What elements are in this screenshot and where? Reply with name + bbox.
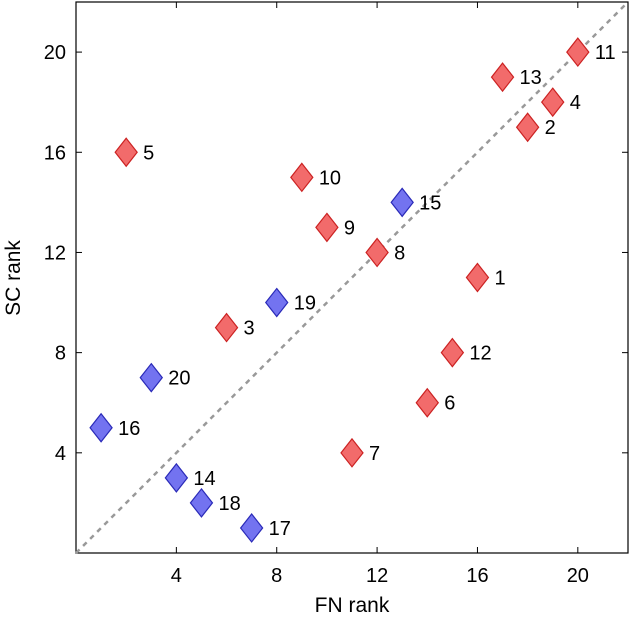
data-point-label: 20 (168, 368, 190, 390)
data-point-marker (465, 262, 490, 293)
data-point-label: 11 (595, 42, 616, 64)
x-tick-label: 20 (567, 565, 589, 587)
data-point-label: 18 (218, 493, 240, 515)
data-point-label: 2 (545, 117, 556, 139)
data-point-marker (490, 62, 515, 93)
data-point-marker (239, 512, 264, 543)
data-point-marker (214, 312, 239, 343)
data-point-marker (566, 37, 590, 68)
data-point-marker (114, 137, 138, 168)
data-point-label: 17 (269, 518, 291, 540)
y-tick-label: 16 (44, 142, 66, 164)
y-tick-label: 20 (44, 42, 66, 64)
data-point-marker (440, 337, 465, 368)
y-tick-label: 8 (55, 343, 66, 365)
data-point-marker (390, 187, 414, 218)
data-point-marker (365, 237, 389, 268)
x-tick-label: 12 (366, 565, 388, 587)
data-point-label: 3 (244, 318, 255, 340)
data-point-marker (540, 87, 565, 118)
y-axis-label: SC rank (2, 240, 25, 316)
data-point-marker (340, 437, 364, 468)
data-point-label: 12 (469, 343, 491, 365)
data-point-label: 1 (494, 268, 505, 290)
data-point-label: 4 (570, 92, 581, 114)
data-point-label: 7 (369, 443, 380, 465)
data-point-label: 16 (118, 418, 140, 440)
x-tick-label: 8 (271, 565, 282, 587)
data-point-marker (89, 412, 113, 443)
y-tick-label: 4 (55, 443, 66, 465)
data-point-marker (415, 387, 440, 418)
data-point-marker (264, 287, 289, 318)
x-axis-label: FN rank (315, 594, 390, 617)
data-point-label: 15 (419, 192, 441, 214)
data-point-marker (315, 212, 339, 243)
y-tick-label: 12 (44, 242, 66, 264)
data-point-marker (189, 487, 214, 518)
data-point-label: 14 (193, 468, 215, 490)
data-point-marker (139, 362, 164, 393)
x-tick-label: 16 (466, 565, 488, 587)
data-point-marker (515, 112, 540, 143)
data-point-label: 6 (444, 393, 455, 415)
data-point-label: 10 (319, 167, 341, 189)
x-tick-label: 4 (171, 565, 182, 587)
data-point-label: 19 (294, 293, 316, 315)
data-point-label: 9 (344, 217, 355, 239)
data-point-label: 5 (143, 142, 154, 164)
data-point-marker (290, 162, 314, 193)
data-point-marker (164, 462, 189, 493)
data-point-label: 8 (394, 242, 405, 264)
data-point-label: 13 (520, 67, 542, 89)
